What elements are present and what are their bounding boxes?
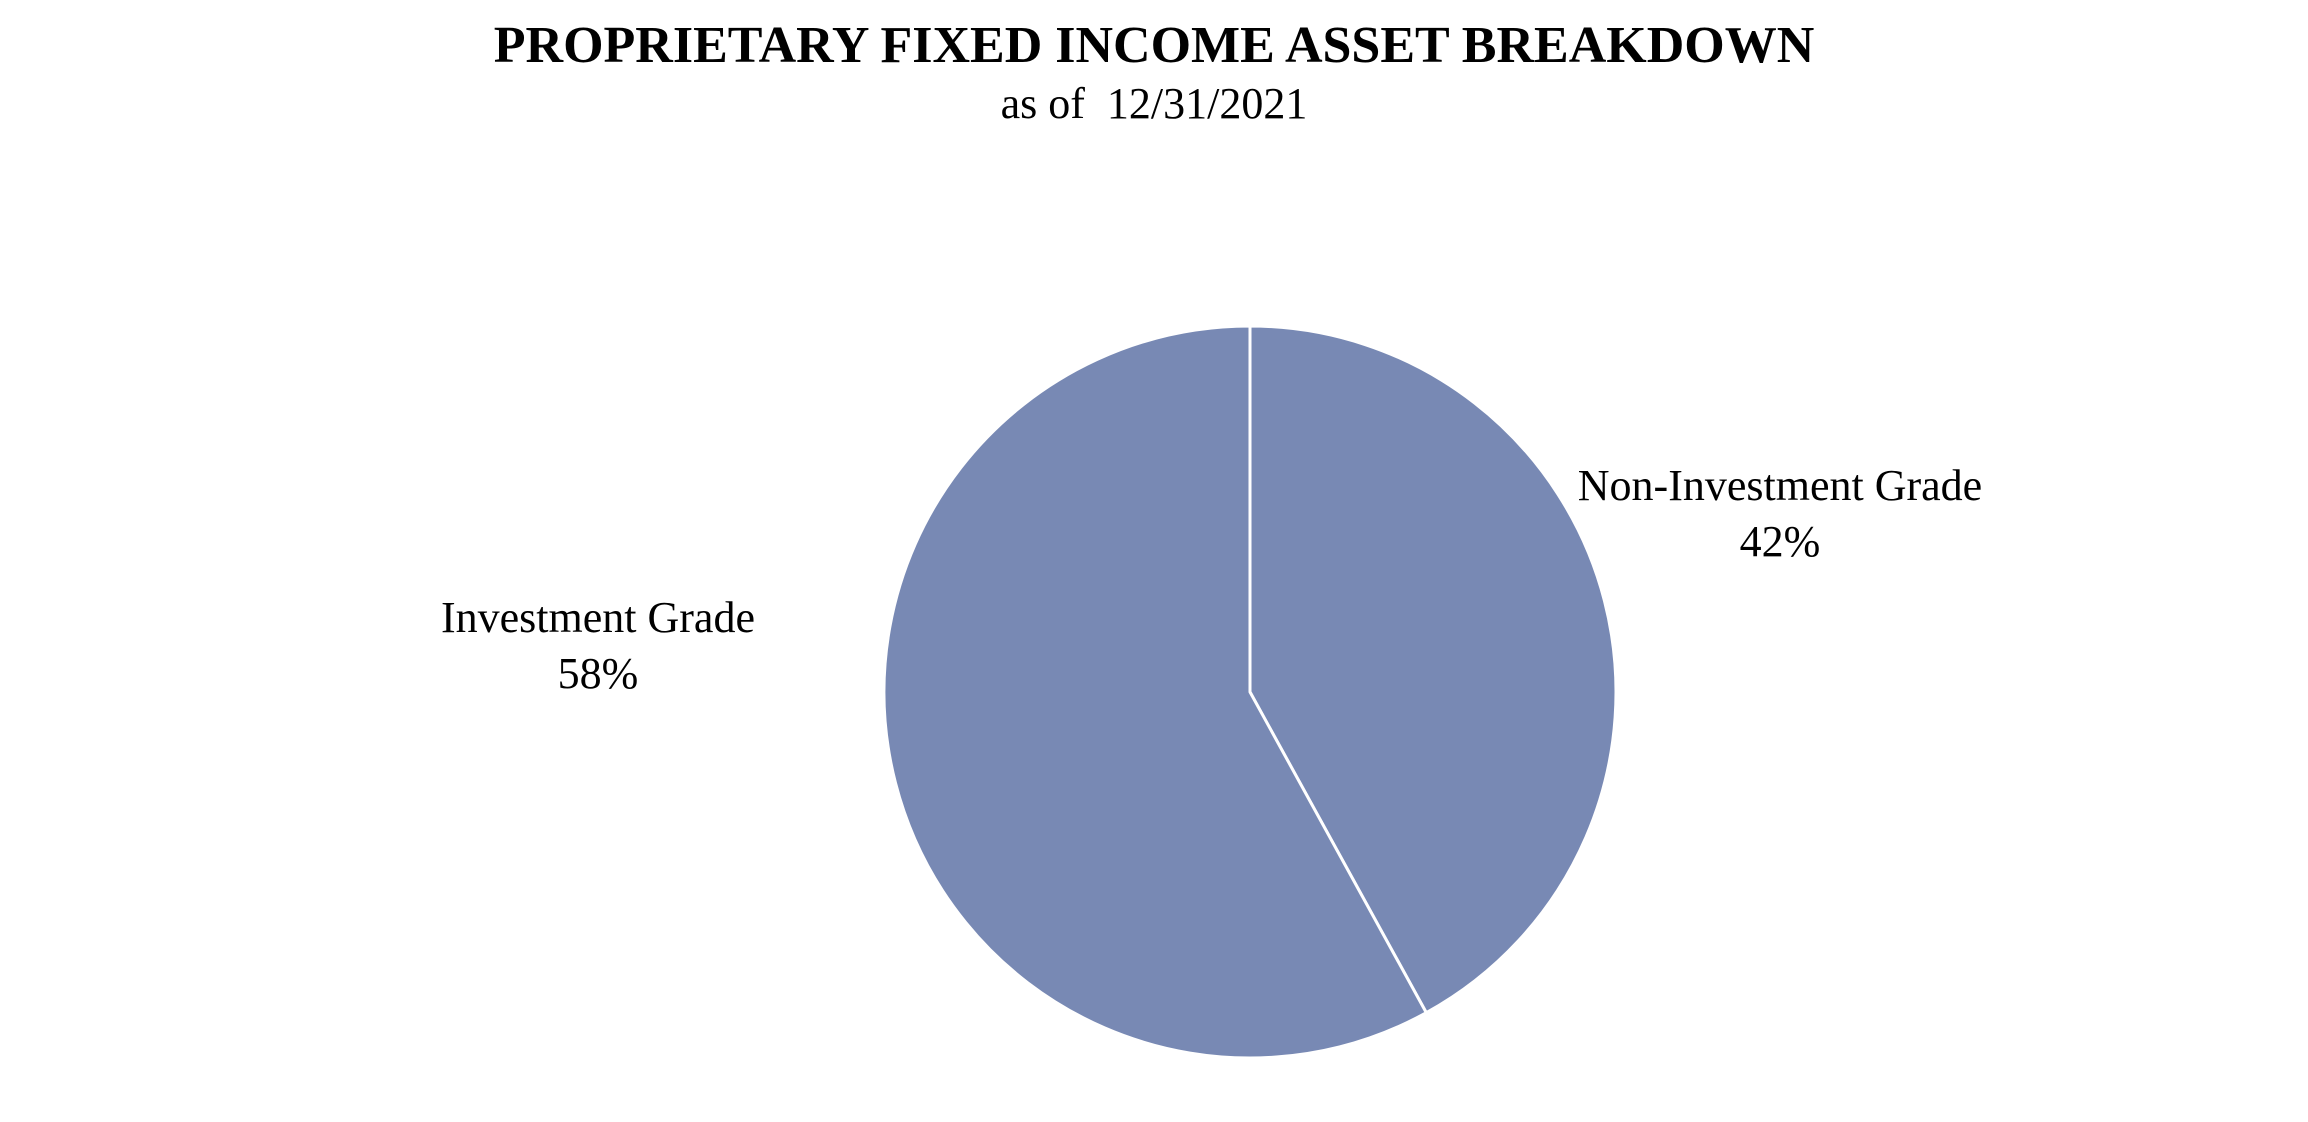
slice-label-value: 58% (558, 649, 639, 698)
chart-title: PROPRIETARY FIXED INCOME ASSET BREAKDOWN (494, 17, 1815, 74)
pie-slice-investment-grade (882, 324, 1428, 1060)
slice-labels: Non-Investment Grade 42% Investment Grade 5… (441, 461, 1982, 698)
pie-slices (882, 324, 1618, 1060)
chart-subtitle: as of 12/31/2021 (1001, 79, 1308, 128)
slice-label-name: Non-Investment Grade (1578, 461, 1982, 510)
slice-label-value: 42% (1740, 517, 1821, 566)
slice-label-name: Investment Grade (441, 593, 755, 642)
pie-slice-non-investment-grade (1248, 324, 1618, 1015)
